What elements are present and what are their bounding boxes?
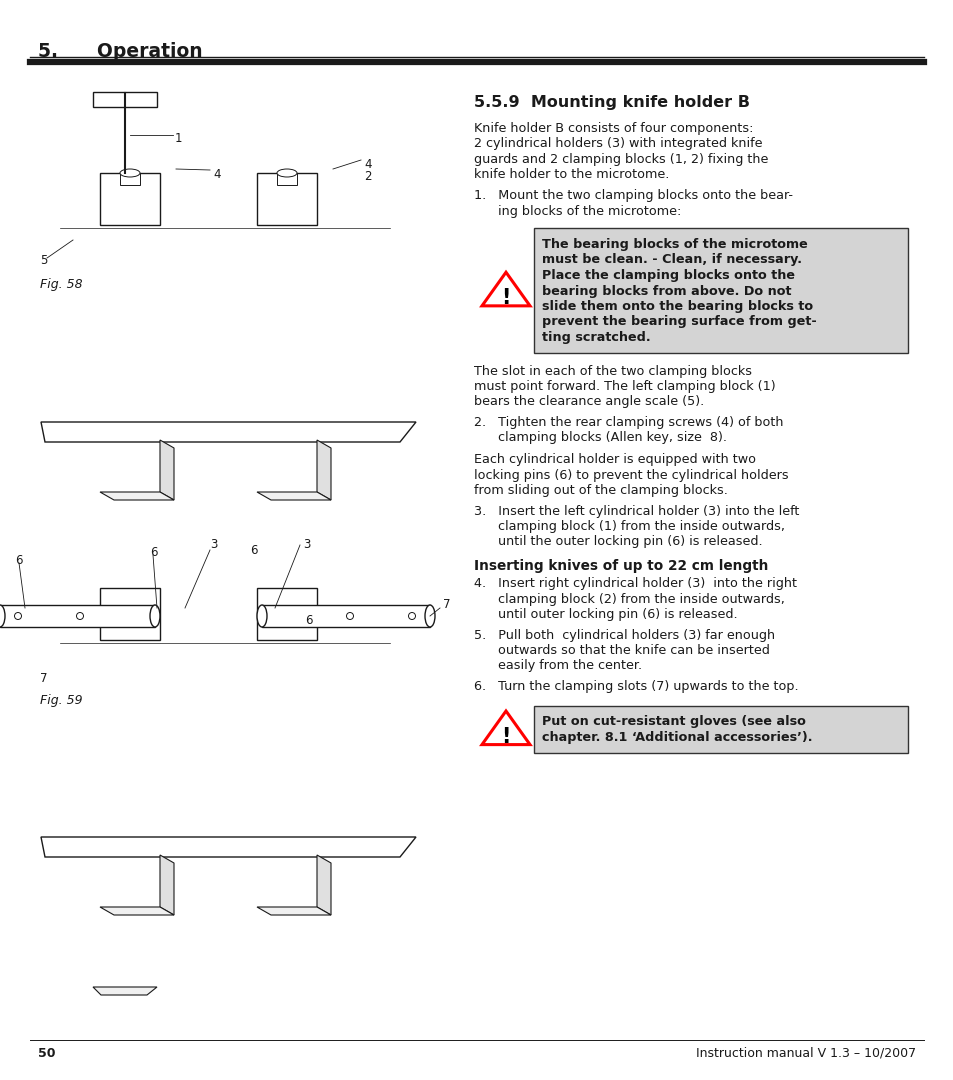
- Text: 6: 6: [250, 543, 257, 556]
- Text: The bearing blocks of the microtome: The bearing blocks of the microtome: [541, 238, 807, 251]
- Text: prevent the bearing surface from get-: prevent the bearing surface from get-: [541, 315, 816, 328]
- Polygon shape: [41, 422, 416, 442]
- Text: 6: 6: [15, 553, 23, 567]
- Bar: [262, 605, 430, 627]
- Ellipse shape: [424, 605, 435, 627]
- Text: Knife holder B consists of four components:: Knife holder B consists of four componen…: [474, 122, 753, 135]
- Text: clamping block (1) from the inside outwards,: clamping block (1) from the inside outwa…: [474, 519, 784, 534]
- Text: 5: 5: [40, 255, 48, 268]
- Text: ing blocks of the microtome:: ing blocks of the microtome:: [474, 204, 680, 217]
- Bar: [92, 92, 157, 107]
- Text: bearing blocks from above. Do not: bearing blocks from above. Do not: [541, 284, 791, 297]
- Text: 4.   Insert right cylindrical holder (3)  into the right: 4. Insert right cylindrical holder (3) i…: [474, 577, 796, 590]
- Text: bears the clearance angle scale (5).: bears the clearance angle scale (5).: [474, 395, 703, 408]
- Circle shape: [14, 612, 22, 620]
- Text: Place the clamping blocks onto the: Place the clamping blocks onto the: [541, 269, 794, 282]
- Text: Each cylindrical holder is equipped with two: Each cylindrical holder is equipped with…: [474, 453, 755, 465]
- Text: 7: 7: [442, 598, 450, 611]
- Ellipse shape: [120, 168, 140, 177]
- Text: Put on cut-resistant gloves (see also: Put on cut-resistant gloves (see also: [541, 715, 805, 729]
- Text: clamping blocks (Allen key, size  8).: clamping blocks (Allen key, size 8).: [474, 432, 726, 445]
- Text: Inserting knives of up to 22 cm length: Inserting knives of up to 22 cm length: [474, 559, 767, 573]
- Text: 1.   Mount the two clamping blocks onto the bear-: 1. Mount the two clamping blocks onto th…: [474, 189, 792, 202]
- Circle shape: [76, 612, 84, 620]
- Text: easily from the center.: easily from the center.: [474, 660, 641, 673]
- Text: from sliding out of the clamping blocks.: from sliding out of the clamping blocks.: [474, 484, 727, 497]
- Text: !: !: [500, 727, 510, 747]
- Ellipse shape: [276, 168, 296, 177]
- Text: Instruction manual V 1.3 – 10/2007: Instruction manual V 1.3 – 10/2007: [695, 1047, 915, 1059]
- Text: 2: 2: [364, 171, 371, 184]
- Text: clamping block (2) from the inside outwards,: clamping block (2) from the inside outwa…: [474, 593, 784, 606]
- Polygon shape: [316, 440, 331, 500]
- Text: 6.   Turn the clamping slots (7) upwards to the top.: 6. Turn the clamping slots (7) upwards t…: [474, 680, 798, 693]
- Polygon shape: [316, 855, 331, 915]
- Text: 6: 6: [150, 545, 157, 558]
- Polygon shape: [481, 711, 530, 744]
- Text: 4: 4: [364, 158, 371, 171]
- Text: 5.5.9  Mounting knife holder B: 5.5.9 Mounting knife holder B: [474, 95, 749, 110]
- Text: slide them onto the bearing blocks to: slide them onto the bearing blocks to: [541, 300, 812, 313]
- Polygon shape: [100, 907, 173, 915]
- FancyBboxPatch shape: [534, 705, 907, 753]
- Bar: [100, 588, 160, 640]
- Ellipse shape: [150, 605, 160, 627]
- Text: 2 cylindrical holders (3) with integrated knife: 2 cylindrical holders (3) with integrate…: [474, 137, 761, 150]
- Polygon shape: [100, 492, 173, 500]
- Ellipse shape: [256, 605, 267, 627]
- Text: 50: 50: [38, 1047, 55, 1059]
- Text: 6: 6: [305, 613, 313, 626]
- Text: must point forward. The left clamping block (1): must point forward. The left clamping bl…: [474, 380, 775, 393]
- Ellipse shape: [0, 605, 5, 627]
- Polygon shape: [92, 987, 157, 995]
- Text: 7: 7: [40, 672, 48, 685]
- Bar: [276, 173, 296, 185]
- Text: 2.   Tighten the rear clamping screws (4) of both: 2. Tighten the rear clamping screws (4) …: [474, 416, 782, 429]
- Polygon shape: [256, 492, 331, 500]
- Text: knife holder to the microtome.: knife holder to the microtome.: [474, 168, 669, 181]
- Text: 5.   Pull both  cylindrical holders (3) far enough: 5. Pull both cylindrical holders (3) far…: [474, 629, 774, 642]
- Circle shape: [346, 612, 354, 620]
- Text: outwards so that the knife can be inserted: outwards so that the knife can be insert…: [474, 644, 769, 657]
- Text: until outer locking pin (6) is released.: until outer locking pin (6) is released.: [474, 608, 737, 621]
- Text: The slot in each of the two clamping blocks: The slot in each of the two clamping blo…: [474, 365, 751, 378]
- Text: 3: 3: [210, 539, 217, 552]
- Bar: [256, 173, 316, 225]
- Text: 1: 1: [174, 133, 182, 146]
- Text: 3: 3: [303, 539, 310, 552]
- Polygon shape: [160, 855, 173, 915]
- Text: must be clean. - Clean, if necessary.: must be clean. - Clean, if necessary.: [541, 254, 801, 267]
- Bar: [256, 588, 316, 640]
- Circle shape: [408, 612, 416, 620]
- Bar: [120, 173, 140, 185]
- Bar: [0, 605, 154, 627]
- Text: !: !: [500, 288, 510, 308]
- Text: Fig. 59: Fig. 59: [40, 694, 83, 707]
- Polygon shape: [41, 837, 416, 858]
- Text: until the outer locking pin (6) is released.: until the outer locking pin (6) is relea…: [474, 536, 761, 549]
- Text: 5.      Operation: 5. Operation: [38, 42, 202, 60]
- Bar: [100, 173, 160, 225]
- FancyBboxPatch shape: [534, 228, 907, 352]
- Text: locking pins (6) to prevent the cylindrical holders: locking pins (6) to prevent the cylindri…: [474, 469, 788, 482]
- Text: 4: 4: [213, 167, 220, 180]
- Text: chapter. 8.1 ‘Additional accessories’).: chapter. 8.1 ‘Additional accessories’).: [541, 731, 812, 744]
- Text: Fig. 58: Fig. 58: [40, 278, 83, 291]
- Text: guards and 2 clamping blocks (1, 2) fixing the: guards and 2 clamping blocks (1, 2) fixi…: [474, 153, 767, 166]
- Polygon shape: [481, 272, 530, 306]
- Polygon shape: [256, 907, 331, 915]
- Text: 3.   Insert the left cylindrical holder (3) into the left: 3. Insert the left cylindrical holder (3…: [474, 504, 799, 517]
- Polygon shape: [160, 440, 173, 500]
- Text: ting scratched.: ting scratched.: [541, 330, 650, 345]
